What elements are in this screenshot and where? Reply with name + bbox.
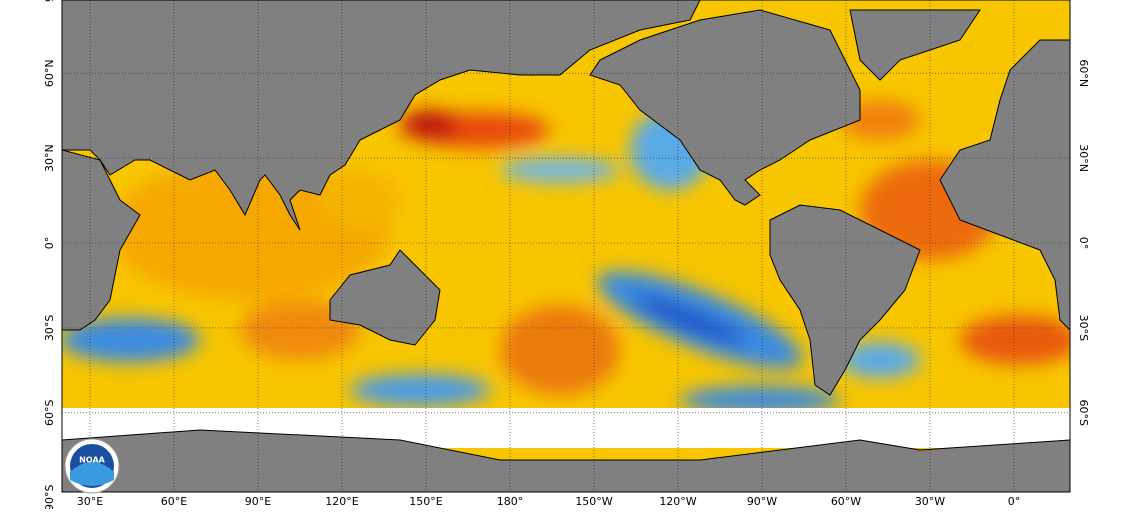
lat-label-right: 60°S [1077, 400, 1090, 426]
logo-wave [70, 462, 114, 486]
lon-label: 150°W [575, 495, 612, 508]
lon-label: 30°E [77, 495, 103, 508]
lat-label-left: 30°S [43, 315, 56, 341]
lon-label: 60°E [161, 495, 187, 508]
lon-label: 120°W [659, 495, 696, 508]
lon-label: 90°W [747, 495, 777, 508]
lat-label-right: 0° [1077, 237, 1090, 250]
lon-label: 0° [1008, 495, 1021, 508]
anomaly-field [62, 100, 1070, 414]
lat-label-left: 0° [43, 237, 56, 250]
lat-label-right: 60°N [1077, 59, 1090, 87]
lat-label-left: 90°S [43, 484, 56, 509]
lat-label-left: 30°N [43, 144, 56, 172]
land [62, 0, 1070, 492]
lat-label-left: 60°N [43, 59, 56, 87]
lat-label-left: 60°S [43, 400, 56, 426]
lat-label-left: 90°N [43, 0, 56, 2]
map-area [62, 0, 1070, 492]
lon-label: 30°W [915, 495, 945, 508]
lon-label: 150°E [409, 495, 442, 508]
graticule [62, 0, 1070, 492]
noaa-logo: NOAA [64, 438, 120, 494]
logo-text: NOAA [79, 456, 105, 465]
lat-label-right: 30°S [1077, 315, 1090, 341]
lon-label: 120°E [325, 495, 358, 508]
lon-label: 90°E [245, 495, 271, 508]
map-frame [61, 0, 1071, 493]
lon-label: 60°W [831, 495, 861, 508]
lon-label: 180° [497, 495, 524, 508]
lat-label-right: 30°N [1077, 144, 1090, 172]
